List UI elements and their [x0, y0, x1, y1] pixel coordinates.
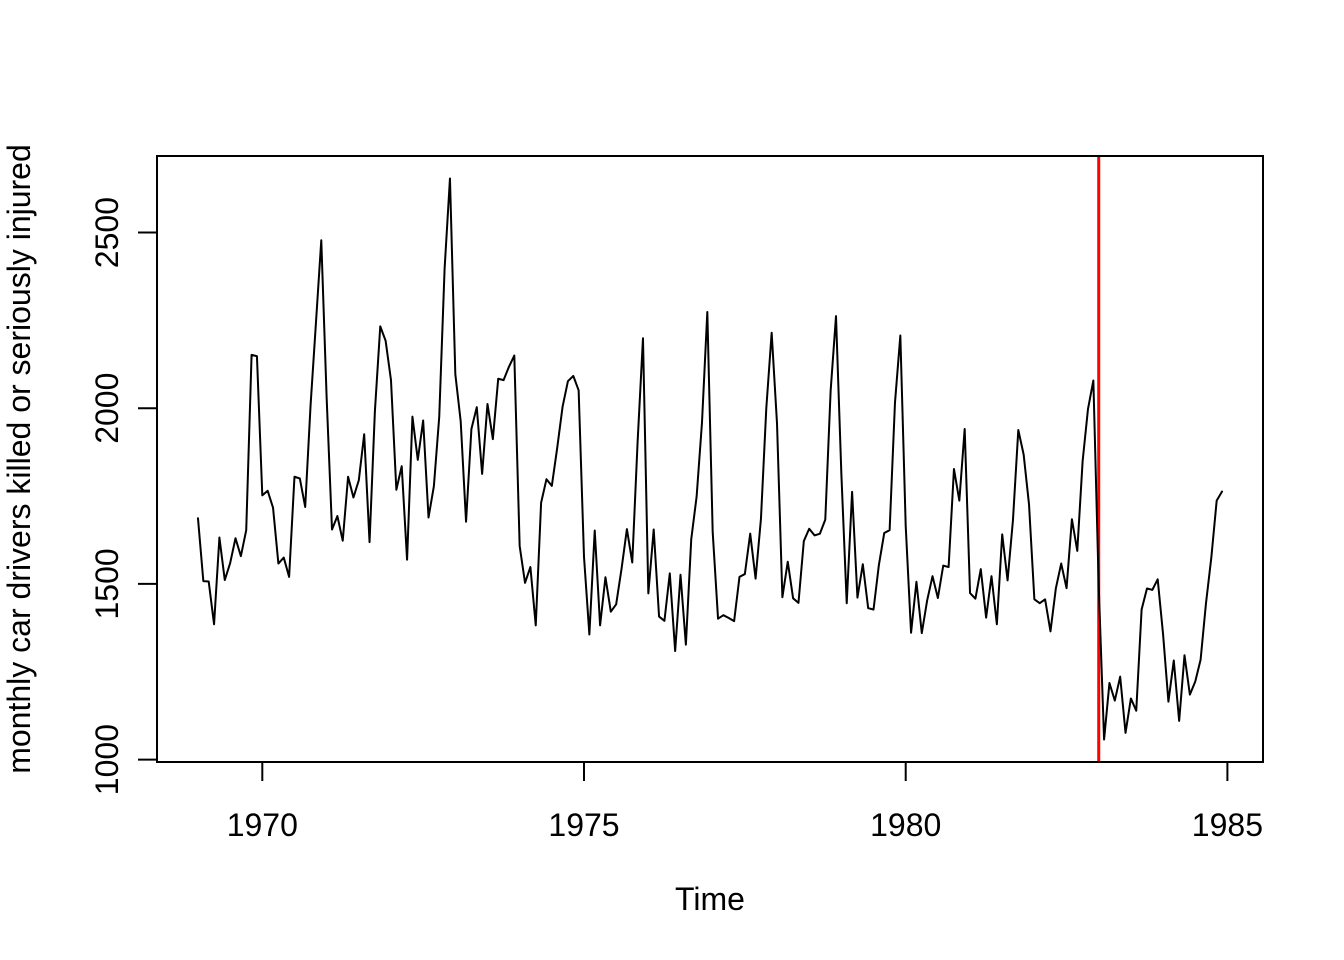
x-axis-tick-labels: 1970 1975 1980 1985 — [227, 807, 1263, 843]
x-tick-label: 1980 — [870, 807, 941, 843]
x-tick-label: 1985 — [1192, 807, 1263, 843]
plot-box — [156, 155, 1264, 763]
y-axis-title: monthly car drivers killed or seriously … — [1, 144, 37, 774]
y-tick-label: 1500 — [89, 548, 125, 619]
x-axis-ticks — [261, 762, 1229, 781]
y-axis-tick-labels: 1000 1500 2000 2500 — [89, 197, 125, 795]
x-axis-title: Time — [675, 881, 745, 917]
y-tick-label: 1000 — [89, 724, 125, 795]
x-tick-label: 1970 — [227, 807, 298, 843]
y-tick-label: 2000 — [89, 373, 125, 444]
x-tick-label: 1975 — [548, 807, 619, 843]
data-line — [196, 177, 1224, 741]
y-axis-ticks — [138, 231, 157, 761]
y-tick-label: 2500 — [89, 197, 125, 268]
